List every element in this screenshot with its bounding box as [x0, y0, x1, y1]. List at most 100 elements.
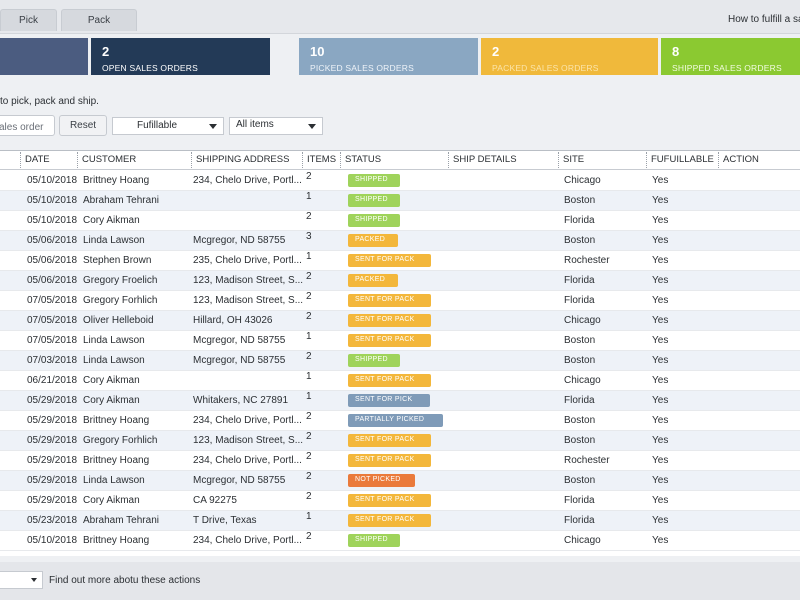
table-row[interactable]: 06/21/2018 Cory Aikman 1 Chicago Yes SENT FOR…	[0, 371, 800, 391]
table-row[interactable]: 07/05/2018 Gregory Forhlich 123, Madison S…	[0, 291, 800, 311]
header-site[interactable]: SITE	[558, 151, 646, 170]
table-row[interactable]: 05/23/2018 Abraham Tehrani T Drive, Texas 1…	[0, 511, 800, 531]
status-badge: PARTIALLY PICKED	[348, 414, 443, 427]
status-badge: SENT FOR PACK	[348, 514, 431, 527]
table-row[interactable]: 05/29/2018 Gregory Forhlich 123, Madison S…	[0, 431, 800, 451]
table-row[interactable]: 05/10/2018 Brittney Hoang 234, Chelo Drive…	[0, 171, 800, 191]
cell-fulfillable: Yes	[652, 175, 669, 186]
cell-customer: Brittney Hoang	[83, 455, 150, 466]
cell-items: 1	[306, 391, 312, 402]
cell-site: Rochester	[564, 455, 610, 466]
cell-fulfillable: Yes	[652, 255, 669, 266]
cell-items: 2	[306, 531, 312, 542]
cell-items: 2	[306, 351, 312, 362]
header-ship-details[interactable]: SHIP DETAILS	[448, 151, 558, 170]
status-badge: SENT FOR PICK	[348, 394, 430, 407]
status-badge: SENT FOR PACK	[348, 254, 431, 267]
card-open-label: OPEN SALES ORDERS	[102, 63, 198, 73]
cell-shipping-address: Mcgregor, ND 58755	[193, 235, 286, 246]
cell-site: Florida	[564, 495, 595, 506]
search-input[interactable]	[0, 115, 55, 136]
table-row[interactable]: 05/29/2018 Brittney Hoang 234, Chelo Drive…	[0, 411, 800, 431]
card-total-orders[interactable]	[0, 38, 88, 75]
items-select[interactable]: All items	[229, 117, 323, 135]
cell-site: Florida	[564, 395, 595, 406]
header-status[interactable]: STATUS	[340, 151, 448, 170]
card-packed-sales-orders[interactable]: 2 PACKED SALES ORDERS	[481, 38, 658, 75]
find-out-more-link[interactable]: Find out more abotu these actions	[49, 575, 201, 586]
cell-site: Boston	[564, 435, 596, 446]
cell-shipping-address: Mcgregor, ND 58755	[193, 335, 286, 346]
cell-date: 07/05/2018	[27, 295, 78, 306]
status-badge: SHIPPED	[348, 194, 400, 207]
card-picked-sales-orders[interactable]: 10 PICKED SALES ORDERS	[299, 38, 478, 75]
cell-customer: Stephen Brown	[83, 255, 152, 266]
status-badge: SENT FOR PACK	[348, 294, 431, 307]
table-row[interactable]: 05/06/2018 Gregory Froelich 123, Madison S…	[0, 271, 800, 291]
fulfillable-select[interactable]: Fufillable	[112, 117, 224, 135]
cell-items: 2	[306, 291, 312, 302]
table-row[interactable]: 05/10/2018 Cory Aikman 2 Florida Yes SHIPPED	[0, 211, 800, 231]
cell-fulfillable: Yes	[652, 335, 669, 346]
cell-date: 05/29/2018	[27, 435, 78, 446]
header-fulfillable[interactable]: FUFUILLABLE	[646, 151, 718, 170]
table-row[interactable]: 05/29/2018 Cory Aikman CA 92275 2 Florida Yes…	[0, 491, 800, 511]
cell-site: Chicago	[564, 535, 601, 546]
header-action[interactable]: ACTION	[718, 151, 800, 170]
cell-items: 1	[306, 251, 312, 262]
table-row[interactable]: 05/06/2018 Stephen Brown 235, Chelo Drive,…	[0, 251, 800, 271]
chevron-down-icon	[31, 578, 37, 582]
cell-date: 05/06/2018	[27, 235, 78, 246]
batch-action-select[interactable]	[0, 571, 43, 589]
header-shipping-address[interactable]: SHIPPING ADDRESS	[191, 151, 302, 170]
cell-shipping-address: 234, Chelo Drive, Portl...	[193, 415, 302, 426]
cell-items: 2	[306, 471, 312, 482]
card-open-sales-orders[interactable]: 2 OPEN SALES ORDERS	[91, 38, 270, 75]
status-badge: PACKED	[348, 274, 398, 287]
cell-shipping-address: 234, Chelo Drive, Portl...	[193, 455, 302, 466]
cell-customer: Gregory Froelich	[83, 275, 158, 286]
table-row[interactable]: 05/10/2018 Abraham Tehrani 1 Boston Yes SHIPP…	[0, 191, 800, 211]
cell-fulfillable: Yes	[652, 435, 669, 446]
reset-button[interactable]: Reset	[59, 115, 107, 136]
cell-date: 07/05/2018	[27, 335, 78, 346]
cell-customer: Linda Lawson	[83, 475, 145, 486]
cell-fulfillable: Yes	[652, 355, 669, 366]
card-shipped-sales-orders[interactable]: 8 SHIPPED SALES ORDERS	[661, 38, 800, 75]
tab-pack[interactable]: Pack	[61, 9, 137, 31]
cell-items: 2	[306, 411, 312, 422]
cell-site: Boston	[564, 335, 596, 346]
table-row[interactable]: 07/03/2018 Linda Lawson Mcgregor, ND 58755…	[0, 351, 800, 371]
tab-pick[interactable]: Pick	[0, 9, 57, 31]
cell-fulfillable: Yes	[652, 295, 669, 306]
header-items[interactable]: ITEMS	[302, 151, 340, 170]
cell-fulfillable: Yes	[652, 375, 669, 386]
card-packed-count: 2	[492, 44, 500, 59]
cell-site: Florida	[564, 215, 595, 226]
cell-site: Chicago	[564, 375, 601, 386]
cell-fulfillable: Yes	[652, 415, 669, 426]
table-row[interactable]: 05/29/2018 Brittney Hoang 234, Chelo Drive…	[0, 451, 800, 471]
cell-site: Chicago	[564, 315, 601, 326]
cell-shipping-address: 235, Chelo Drive, Portl...	[193, 255, 302, 266]
header-customer[interactable]: CUSTOMER	[77, 151, 191, 170]
table-row[interactable]: 05/29/2018 Cory Aikman Whitakers, NC 27891…	[0, 391, 800, 411]
cell-customer: Cory Aikman	[83, 495, 140, 506]
cell-customer: Oliver Helleboid	[83, 315, 154, 326]
help-link[interactable]: How to fulfill a sales order	[728, 14, 800, 25]
cell-items: 1	[306, 191, 312, 202]
cell-customer: Cory Aikman	[83, 395, 140, 406]
cell-shipping-address: 123, Madison Street, S...	[193, 295, 304, 306]
cell-fulfillable: Yes	[652, 195, 669, 206]
cell-date: 05/29/2018	[27, 415, 78, 426]
cell-customer: Cory Aikman	[83, 215, 140, 226]
cell-customer: Cory Aikman	[83, 375, 140, 386]
table-row[interactable]: 05/10/2018 Brittney Hoang 234, Chelo Drive…	[0, 531, 800, 551]
card-shipped-label: SHIPPED SALES ORDERS	[672, 63, 782, 73]
table-row[interactable]: 07/05/2018 Oliver Helleboid Hillard, OH 43…	[0, 311, 800, 331]
table-row[interactable]: 05/29/2018 Linda Lawson Mcgregor, ND 58755…	[0, 471, 800, 491]
table-row[interactable]: 07/05/2018 Linda Lawson Mcgregor, ND 58755…	[0, 331, 800, 351]
status-badge: SENT FOR PACK	[348, 334, 431, 347]
table-row[interactable]: 05/06/2018 Linda Lawson Mcgregor, ND 58755…	[0, 231, 800, 251]
header-date[interactable]: DATE	[20, 151, 77, 170]
